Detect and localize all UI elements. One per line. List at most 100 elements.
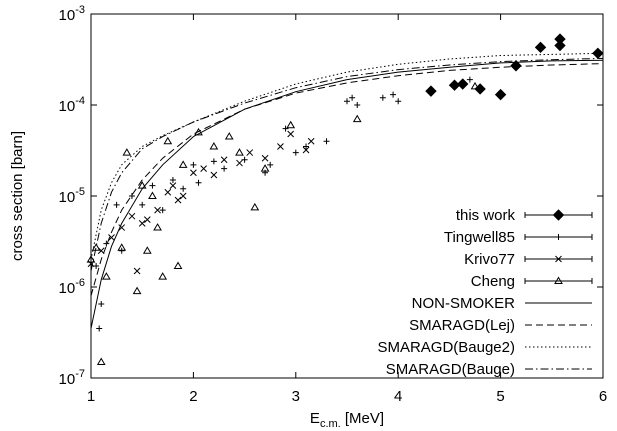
diamond-marker bbox=[554, 39, 566, 52]
diamond-marker bbox=[592, 47, 604, 60]
cross-marker bbox=[302, 146, 310, 154]
cross-marker bbox=[133, 267, 141, 275]
triangle-marker bbox=[158, 272, 168, 280]
triangle-marker bbox=[209, 141, 219, 150]
plus-marker bbox=[113, 201, 120, 208]
cross-marker bbox=[236, 159, 243, 167]
cross-marker bbox=[138, 220, 146, 227]
legend-label: NON-SMOKER bbox=[412, 295, 516, 312]
plus-marker bbox=[282, 125, 289, 132]
x-axis-label: Ec.m. [MeV] bbox=[310, 410, 384, 430]
legend-label: SMARAGD(Lej) bbox=[409, 317, 515, 334]
diamond-marker bbox=[494, 88, 507, 101]
triangle-marker bbox=[86, 255, 96, 263]
plot-frame bbox=[90, 13, 604, 379]
cross-marker bbox=[108, 234, 115, 241]
triangle-marker bbox=[470, 81, 480, 90]
triangle-marker bbox=[91, 243, 101, 251]
triangle-marker bbox=[178, 160, 188, 168]
triangle-marker bbox=[96, 357, 106, 365]
diamond-marker bbox=[510, 60, 522, 72]
plus-marker bbox=[349, 94, 356, 101]
triangle-marker bbox=[153, 223, 162, 231]
triangle-marker bbox=[142, 246, 152, 254]
plus-marker bbox=[93, 263, 100, 270]
plus-marker bbox=[555, 234, 562, 240]
cross-marker bbox=[174, 196, 182, 204]
cross-marker bbox=[154, 206, 161, 214]
plus-marker bbox=[103, 240, 110, 247]
triangle-marker bbox=[148, 191, 157, 199]
diamond-marker bbox=[552, 209, 565, 221]
y-tick-label: 10-5 bbox=[59, 186, 85, 206]
plus-marker bbox=[323, 138, 330, 145]
plus-marker bbox=[169, 176, 176, 183]
plus-marker bbox=[118, 247, 125, 254]
legend-label: Tingwell85 bbox=[444, 229, 515, 246]
cross-marker bbox=[118, 224, 126, 231]
plus-marker bbox=[292, 149, 299, 156]
cross-marker bbox=[210, 171, 218, 179]
y-tick-label: 10-7 bbox=[59, 368, 85, 388]
plus-marker bbox=[195, 179, 202, 186]
plus-marker bbox=[98, 301, 105, 308]
legend-label: Cheng bbox=[471, 273, 515, 290]
curve bbox=[90, 52, 604, 260]
legend-label: this work bbox=[456, 207, 516, 224]
x-tick-label: 1 bbox=[87, 388, 95, 405]
x-tick-label: 3 bbox=[292, 388, 300, 405]
cross-marker bbox=[261, 154, 269, 162]
plus-marker bbox=[379, 94, 386, 101]
cross-marker bbox=[128, 212, 136, 220]
cross-marker bbox=[179, 192, 187, 200]
triangle-marker bbox=[117, 243, 127, 251]
triangle-marker bbox=[132, 286, 142, 295]
cross-marker bbox=[190, 169, 197, 177]
diamond-marker bbox=[425, 85, 437, 97]
y-axis-label: cross section [barn] bbox=[9, 131, 26, 261]
plus-marker bbox=[190, 161, 197, 168]
legend-sample bbox=[524, 278, 593, 284]
triangle-marker bbox=[235, 148, 244, 156]
plus-marker bbox=[344, 98, 350, 105]
plus-marker bbox=[390, 91, 397, 98]
triangle-marker bbox=[173, 261, 183, 270]
y-tick-label: 10-3 bbox=[59, 4, 85, 24]
x-tick-label: 5 bbox=[496, 388, 504, 405]
triangle-marker bbox=[101, 272, 111, 280]
plus-marker bbox=[159, 207, 166, 214]
legend-label: Krivo77 bbox=[464, 251, 515, 268]
triangle-marker bbox=[352, 114, 362, 123]
plus-marker bbox=[96, 325, 103, 332]
x-tick-label: 4 bbox=[394, 388, 402, 405]
plus-marker bbox=[466, 76, 473, 83]
curve bbox=[90, 57, 604, 272]
plus-marker bbox=[241, 156, 248, 163]
triangle-marker bbox=[260, 164, 270, 172]
diamond-marker bbox=[448, 79, 461, 91]
y-tick-label: 10-6 bbox=[59, 277, 85, 297]
plus-marker bbox=[267, 161, 274, 168]
plus-marker bbox=[395, 98, 402, 105]
plus-marker bbox=[128, 193, 135, 199]
diamond-marker bbox=[457, 78, 469, 90]
cross-marker bbox=[169, 182, 177, 189]
x-tick-label: 6 bbox=[599, 388, 607, 405]
cross-marker bbox=[164, 188, 172, 196]
y-tick-label: 10-4 bbox=[59, 95, 85, 115]
plus-marker bbox=[354, 102, 361, 108]
cross-marker bbox=[246, 149, 254, 156]
plus-marker bbox=[139, 201, 146, 208]
plus-marker bbox=[221, 165, 228, 172]
diamond-marker bbox=[554, 33, 566, 45]
diamond-marker bbox=[534, 41, 547, 54]
triangle-marker bbox=[554, 276, 563, 284]
legend-label: SMARAGD(Bauge2) bbox=[377, 339, 515, 356]
cross-marker bbox=[143, 216, 151, 223]
cross-marker bbox=[200, 165, 207, 172]
triangle-marker bbox=[286, 120, 296, 129]
x-tick-label: 2 bbox=[189, 388, 197, 405]
plus-marker bbox=[180, 185, 187, 192]
curve bbox=[90, 63, 604, 296]
